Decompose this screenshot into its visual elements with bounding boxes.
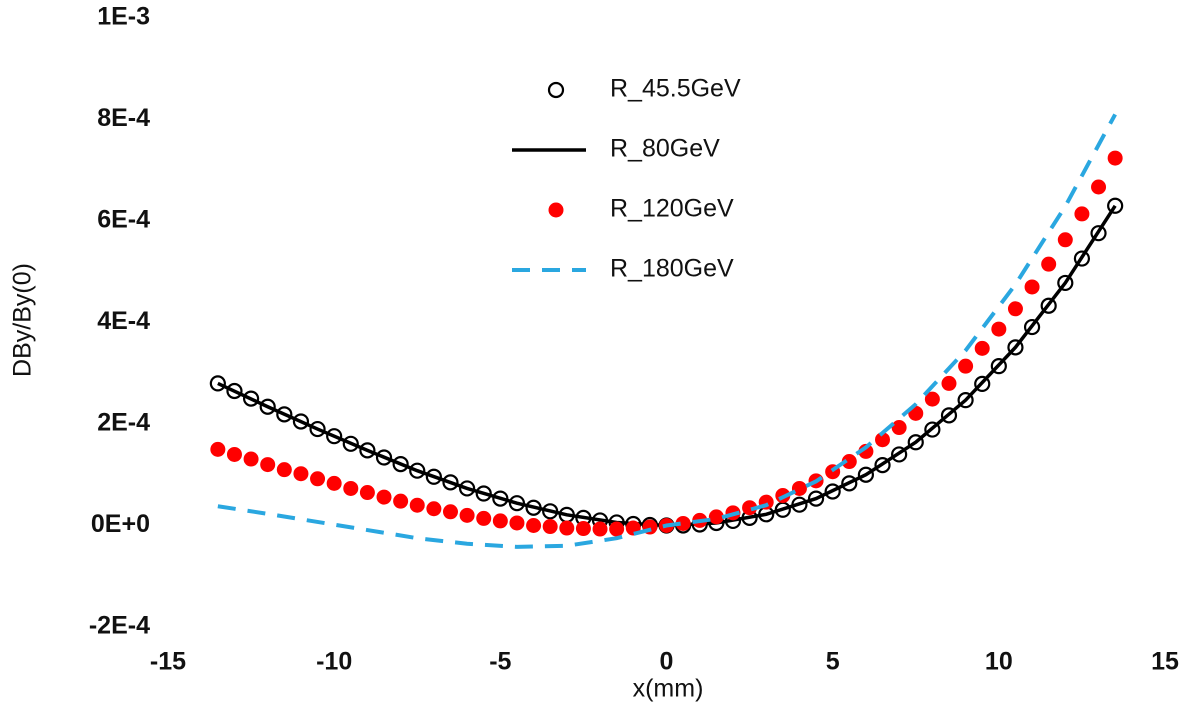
legend-symbol — [547, 81, 565, 99]
data-point — [1007, 301, 1023, 317]
data-point — [941, 375, 957, 391]
x-tick-label: 15 — [1151, 648, 1179, 676]
data-point — [609, 521, 625, 537]
y-tick-label: 4E-4 — [97, 307, 150, 335]
x-tick-label: 10 — [985, 648, 1013, 676]
data-point — [592, 521, 608, 537]
data-point — [559, 520, 575, 536]
y-tick-label: -2E-4 — [89, 612, 150, 640]
data-point — [1057, 232, 1073, 248]
data-point — [293, 466, 309, 482]
data-point — [393, 493, 409, 509]
data-point — [426, 501, 442, 517]
data-point — [476, 510, 492, 526]
data-point — [226, 446, 242, 462]
data-point — [1041, 256, 1057, 272]
data-point — [875, 432, 891, 448]
data-point — [958, 358, 974, 374]
x-tick-label: -15 — [150, 648, 186, 676]
y-tick-label: 1E-3 — [97, 3, 150, 31]
data-point — [575, 521, 591, 537]
data-point — [1074, 206, 1090, 222]
x-tick-label: 5 — [826, 648, 840, 676]
data-point — [841, 454, 857, 470]
data-point — [326, 475, 342, 491]
data-point — [210, 441, 226, 457]
data-point — [409, 497, 425, 513]
data-point — [343, 480, 359, 496]
data-point — [509, 515, 525, 531]
data-point — [260, 457, 276, 473]
y-tick-label: 8E-4 — [97, 104, 150, 132]
data-point — [243, 451, 259, 467]
y-axis-label: DBy/By(0) — [9, 263, 37, 377]
data-point — [376, 489, 392, 505]
data-point — [891, 420, 907, 436]
data-point — [359, 485, 375, 501]
x-tick-label: -10 — [316, 648, 352, 676]
data-point — [492, 513, 508, 529]
series-line — [217, 113, 1117, 549]
data-point — [675, 515, 691, 531]
y-tick-label: 6E-4 — [97, 206, 150, 234]
legend-symbol — [548, 202, 564, 218]
legend-label: R_120GeV — [610, 195, 734, 223]
data-point — [276, 462, 292, 478]
x-axis-label: x(mm) — [633, 675, 704, 703]
data-point — [708, 509, 724, 525]
legend-label: R_180GeV — [610, 255, 734, 283]
data-point — [310, 471, 326, 487]
y-tick-label: 2E-4 — [97, 409, 150, 437]
legend-label: R_80GeV — [610, 135, 720, 163]
y-tick-label: 0E+0 — [91, 510, 150, 538]
data-point — [526, 518, 542, 533]
data-point — [542, 519, 558, 535]
data-point — [1024, 279, 1040, 295]
data-point — [1091, 179, 1107, 195]
data-point — [442, 504, 458, 520]
data-point — [991, 321, 1007, 337]
legend-label: R_45.5GeV — [610, 75, 741, 103]
x-tick-label: -5 — [489, 648, 511, 676]
x-tick-label: 0 — [660, 648, 674, 676]
data-point — [459, 507, 475, 523]
data-point — [742, 500, 758, 516]
data-point — [974, 340, 990, 356]
data-point — [1107, 150, 1123, 166]
data-point — [924, 391, 940, 407]
